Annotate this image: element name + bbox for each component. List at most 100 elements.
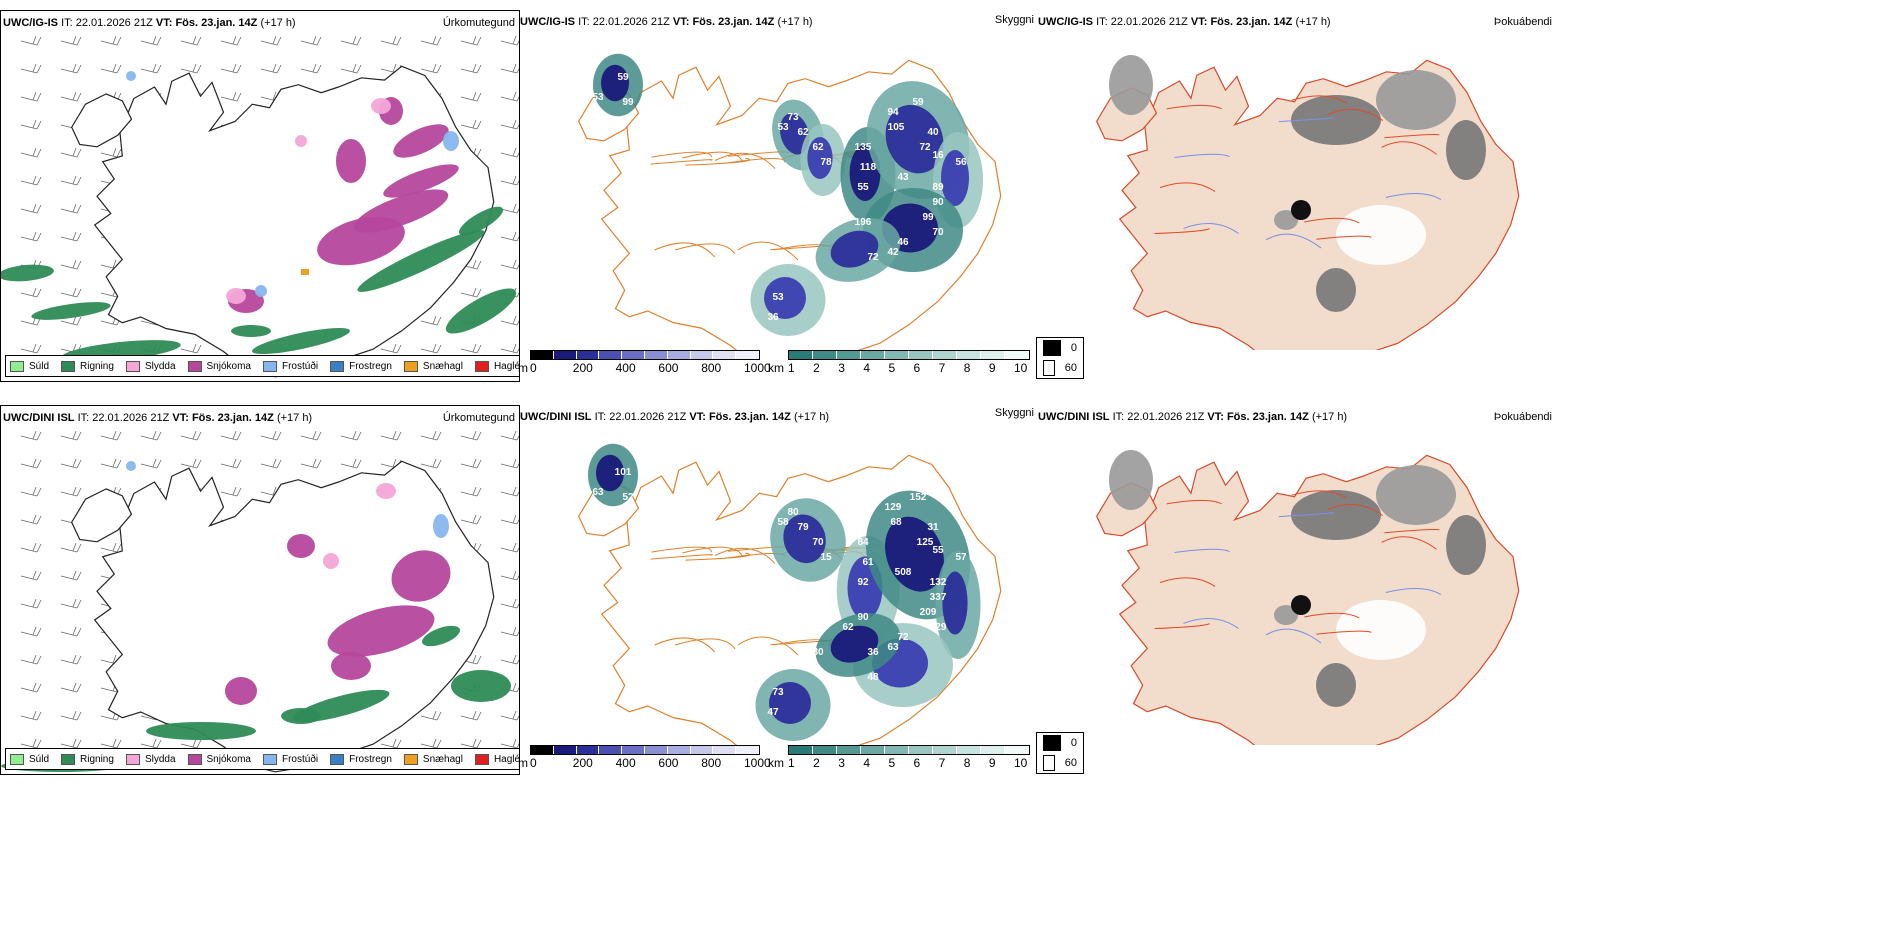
visibility-value-label: 101	[615, 467, 632, 478]
scale-tick: 600	[658, 361, 679, 375]
fog-legend-label: 0	[1070, 737, 1077, 749]
visibility-value-label: 32	[867, 277, 879, 288]
visibility-value-label: 78	[820, 157, 832, 168]
scale-segment	[644, 746, 668, 754]
panel-title: Úrkomutegund	[442, 17, 515, 29]
visibility-value-label: 90	[857, 612, 869, 623]
rain-area	[357, 230, 485, 292]
scale-colorbar	[788, 350, 1030, 360]
wind-barb	[500, 570, 519, 581]
visibility-m-area	[830, 625, 879, 663]
visibility-value-label: 125	[917, 537, 934, 548]
visibility-value-label: 56	[955, 157, 967, 168]
wind-barb	[420, 738, 442, 749]
legend-label: Súld	[29, 753, 50, 765]
wind-barb	[60, 259, 82, 270]
wind-barb	[260, 458, 282, 469]
snow-area	[393, 124, 449, 158]
freezing-drizzle-area	[126, 71, 136, 81]
wind-barb	[20, 570, 42, 581]
visibility-scale-meters: m 0 200 400 600 800 1000	[518, 743, 771, 773]
wind-barb	[20, 682, 42, 693]
scale-tick: 800	[701, 756, 722, 770]
wind-barb	[460, 35, 482, 46]
wind-barb	[60, 175, 82, 186]
scale-tick: 10	[1014, 756, 1028, 770]
visibility-map-panel-dini: 101 52 63 80 58 79 70 15 84 61 92 68 129 152 31 125 55 57…	[518, 405, 1036, 775]
scale-segment	[813, 746, 837, 754]
visibility-value-label: 70	[932, 227, 944, 238]
wind-barb	[340, 63, 362, 74]
legend-swatch	[125, 360, 140, 372]
fog-indicator-area	[1316, 268, 1356, 312]
fog-legend-label: 60	[1064, 757, 1077, 769]
fog-map-svg	[1096, 450, 1520, 745]
visibility-value-label: 54	[782, 597, 794, 608]
road-line	[1154, 623, 1210, 630]
wind-barb	[220, 63, 242, 74]
wind-barb	[60, 682, 82, 693]
fog-legend-row: 0	[1037, 733, 1083, 753]
road-line	[1183, 223, 1239, 234]
wind-barb	[100, 458, 122, 469]
freezing-drizzle-area	[126, 461, 136, 471]
snow-area	[331, 652, 371, 680]
legend-label: Rigning	[80, 360, 114, 372]
road-line	[737, 636, 799, 656]
road-line	[1304, 217, 1360, 224]
scale-segment	[690, 351, 714, 359]
road-line	[1385, 588, 1442, 595]
scale-colorbar	[530, 350, 760, 360]
scale-segment	[1005, 746, 1029, 754]
scale-segment	[933, 746, 957, 754]
wind-barb	[20, 147, 42, 158]
wind-barb	[500, 654, 519, 665]
snow-pellet-area	[301, 269, 309, 275]
scale-segment	[667, 351, 691, 359]
fog-indicator-area	[1376, 70, 1456, 130]
visibility-value-label: 40	[927, 127, 939, 138]
wind-barb	[20, 710, 42, 721]
rain-area	[281, 708, 321, 724]
road-line	[650, 554, 713, 560]
visibility-value-label: 508	[895, 567, 912, 578]
visibility-value-label: 63	[887, 642, 899, 653]
sleet-area	[371, 98, 391, 114]
wind-barb	[260, 430, 282, 441]
visibility-value-label: 53	[592, 92, 604, 103]
wind-barb	[180, 35, 202, 46]
wind-barb	[220, 486, 242, 497]
wind-barb	[500, 147, 519, 158]
legend-item: Haglél	[474, 360, 519, 372]
legend-item: Slydda	[125, 360, 176, 372]
precip-map-panel-dini: UWC/DINI ISL IT: 22.01.2026 21Z VT: Fös.…	[0, 405, 520, 775]
legend-swatch	[330, 360, 345, 372]
road-line	[1304, 612, 1360, 619]
wind-barb	[500, 63, 519, 74]
scale-tick: 1	[788, 361, 795, 375]
scale-segment	[553, 351, 577, 359]
scale-unit: km	[768, 756, 784, 770]
wind-barb	[20, 63, 42, 74]
scale-tick: 600	[658, 756, 679, 770]
visibility-value-label: 90	[932, 197, 944, 208]
legend-swatch	[403, 753, 418, 765]
road-line	[1381, 536, 1437, 550]
wind-barb	[460, 91, 482, 102]
fog-legend: 0 60	[1036, 337, 1084, 379]
wind-barb	[20, 626, 42, 637]
scale-tick: 5	[888, 756, 896, 770]
visibility-value-label: 47	[767, 707, 779, 718]
scale-segment	[576, 351, 600, 359]
visibility-m-area	[601, 64, 629, 102]
visibility-value-label: 48	[867, 672, 879, 683]
panel-title: Úrkomutegund	[442, 412, 515, 424]
rain-area	[445, 288, 517, 334]
visibility-value-label: 92	[857, 577, 869, 588]
legend-label: Frostúði	[281, 360, 319, 372]
scale-segment	[622, 351, 645, 359]
fog-indicator-area	[1291, 95, 1381, 145]
road-line	[1183, 618, 1239, 629]
scale-colorbar	[530, 745, 760, 755]
